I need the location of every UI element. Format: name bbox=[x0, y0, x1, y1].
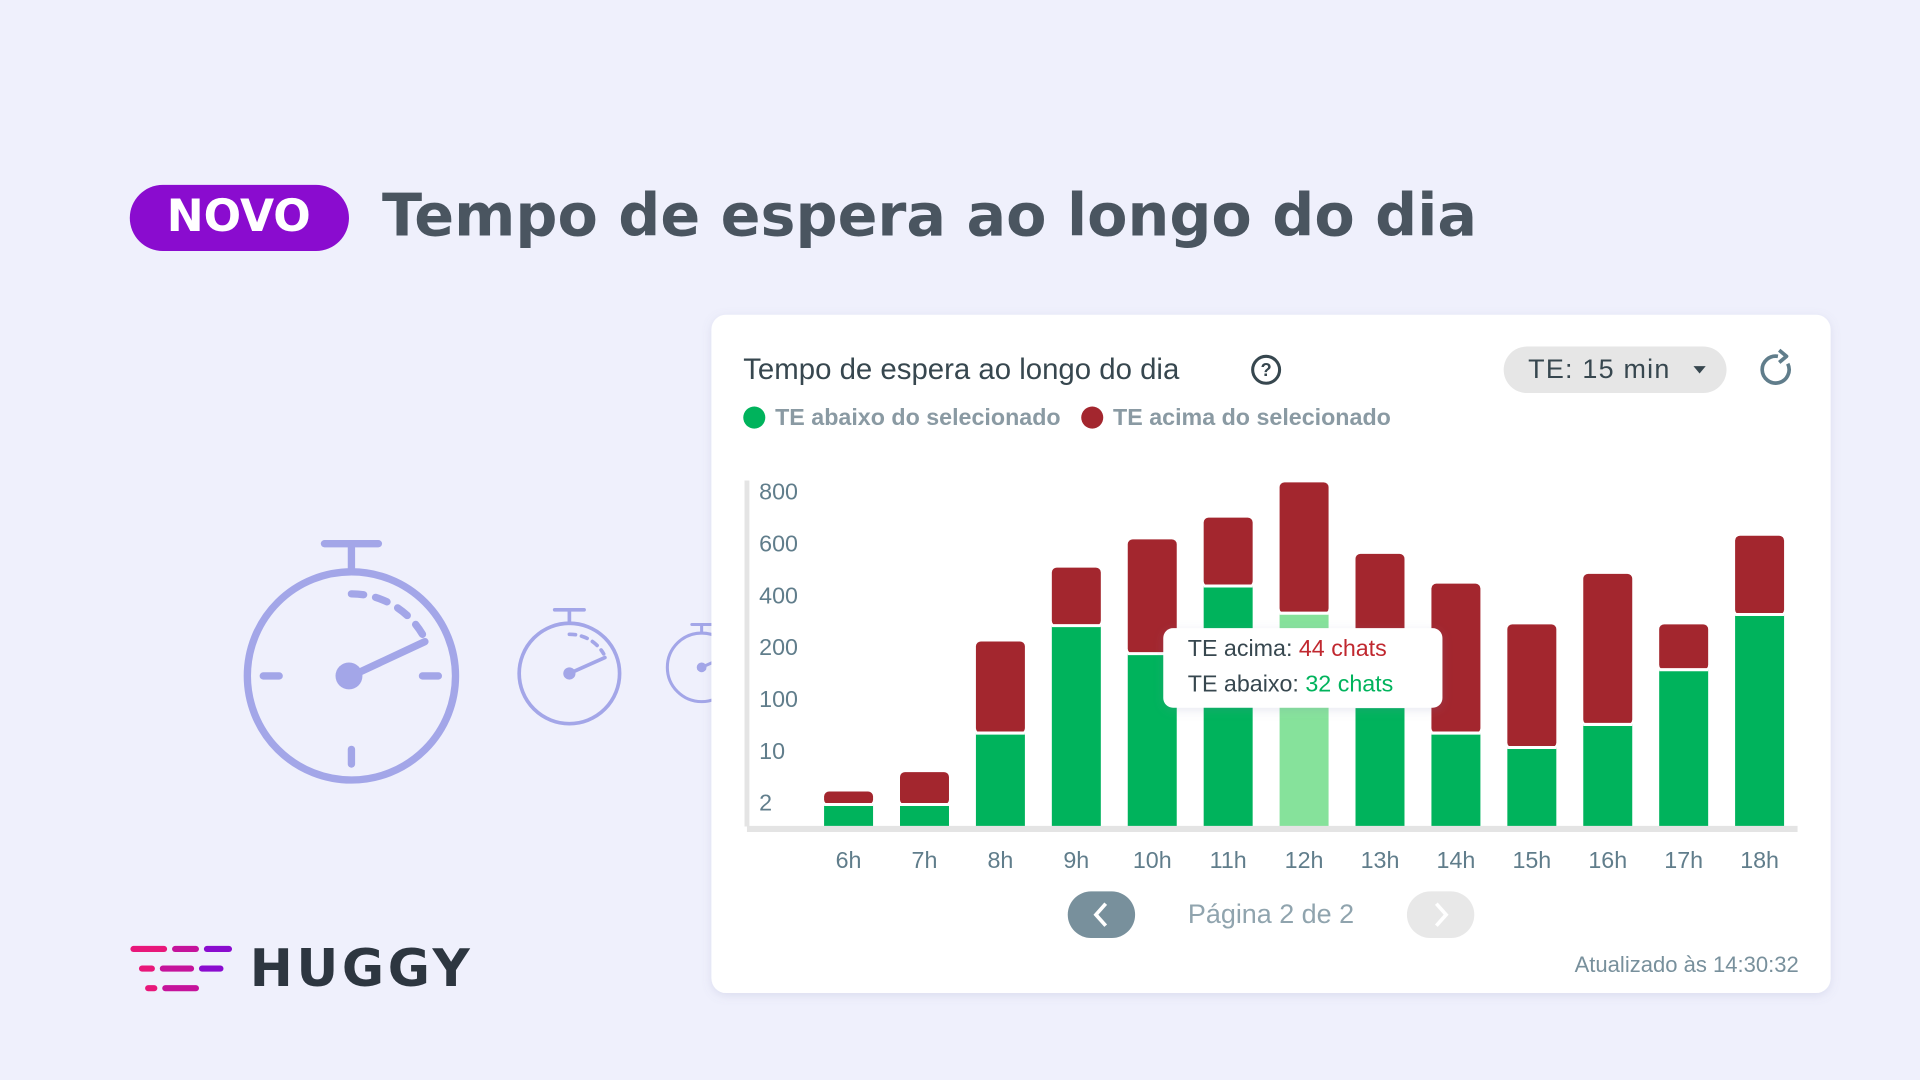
x-tick-label: 13h bbox=[1361, 847, 1400, 873]
tooltip-above-label: TE acima: bbox=[1188, 635, 1293, 661]
tooltip-below: TE abaixo: 32 chats bbox=[1188, 671, 1394, 697]
bar-segment bbox=[900, 772, 949, 805]
bar-segment bbox=[1507, 624, 1557, 748]
page-title: Tempo de espera ao longo do dia bbox=[382, 180, 1477, 249]
y-tick-label: 10 bbox=[759, 738, 785, 764]
y-tick-label: 800 bbox=[759, 479, 798, 505]
x-tick-label: 15h bbox=[1512, 847, 1551, 873]
badge-text: NOVO bbox=[167, 191, 311, 242]
bar-segment bbox=[1735, 614, 1785, 827]
prev-chevron bbox=[1093, 902, 1108, 927]
badge bbox=[129, 184, 349, 252]
next-page-button[interactable] bbox=[1406, 891, 1475, 938]
bar-segment bbox=[1583, 573, 1633, 725]
bar-segment bbox=[1735, 535, 1785, 615]
tooltip-above-value: 44 chats bbox=[1299, 635, 1387, 661]
x-tick-label: 6h bbox=[836, 847, 862, 873]
x-tick-label: 10h bbox=[1133, 847, 1172, 873]
x-tick-label: 17h bbox=[1664, 847, 1703, 873]
stopwatch-illustration bbox=[243, 540, 738, 784]
bar-segment bbox=[1659, 669, 1709, 827]
tooltip bbox=[1163, 628, 1443, 708]
tooltip-below-value: 32 chats bbox=[1305, 671, 1393, 697]
x-tick-label: 16h bbox=[1588, 847, 1627, 873]
y-tick-label: 2 bbox=[759, 790, 772, 816]
x-tick-label: 11h bbox=[1210, 847, 1247, 873]
x-tick-label: 14h bbox=[1437, 847, 1476, 873]
brand: HUGGY bbox=[250, 939, 474, 999]
x-tick-label: 7h bbox=[912, 847, 938, 873]
legend-label: TE acima do selecionado bbox=[1113, 404, 1391, 430]
bar-segment bbox=[1583, 724, 1633, 827]
bar-segment bbox=[1659, 624, 1709, 670]
y-tick-label: 600 bbox=[759, 530, 798, 556]
legend-swatch bbox=[1081, 406, 1104, 429]
legend-swatch bbox=[743, 406, 766, 429]
x-tick-label: 12h bbox=[1285, 847, 1324, 873]
bar-segment bbox=[1507, 747, 1557, 827]
bar-segment bbox=[1051, 625, 1101, 827]
bar-segment bbox=[1355, 706, 1405, 827]
bar-segment bbox=[1431, 583, 1481, 734]
y-tick-label: 400 bbox=[759, 582, 798, 608]
x-tick-label: 9h bbox=[1063, 847, 1089, 873]
x-tick-label: 8h bbox=[987, 847, 1013, 873]
filter-dropdown[interactable] bbox=[1503, 346, 1727, 394]
bar-segment bbox=[1279, 482, 1329, 614]
bar-segment bbox=[824, 804, 874, 827]
bar-segment bbox=[1203, 517, 1253, 586]
logo-mark bbox=[130, 945, 233, 992]
refresh-button[interactable] bbox=[1760, 348, 1791, 385]
y-tick-label: 200 bbox=[759, 634, 798, 660]
bar-segment bbox=[1127, 539, 1177, 654]
legend-label: TE abaixo do selecionado bbox=[775, 404, 1061, 430]
widget-title: Tempo de espera ao longo do dia bbox=[743, 353, 1180, 386]
dropdown-caret bbox=[1693, 366, 1706, 374]
prev-page-button[interactable] bbox=[1067, 891, 1136, 938]
bar-segment bbox=[975, 733, 1025, 827]
tooltip-above: TE acima: 44 chats bbox=[1188, 635, 1387, 661]
bar-segment bbox=[900, 804, 949, 827]
help-icon[interactable]: ? bbox=[1251, 354, 1282, 385]
updated-time: Atualizado às 14:30:32 bbox=[1575, 952, 1799, 977]
next-chevron bbox=[1434, 902, 1449, 927]
x-tick-label: 18h bbox=[1740, 847, 1779, 873]
bar-segment bbox=[1431, 733, 1481, 827]
filter-label: TE: 15 min bbox=[1528, 354, 1670, 384]
y-tick-label: 100 bbox=[759, 686, 798, 712]
bar-segment bbox=[1051, 567, 1101, 626]
pagination-label: Página 2 de 2 bbox=[1188, 899, 1354, 929]
bar-segment bbox=[824, 791, 874, 805]
tooltip-below-label: TE abaixo: bbox=[1188, 671, 1299, 697]
bar-segment bbox=[975, 641, 1025, 734]
svg-text:?: ? bbox=[1261, 359, 1272, 380]
